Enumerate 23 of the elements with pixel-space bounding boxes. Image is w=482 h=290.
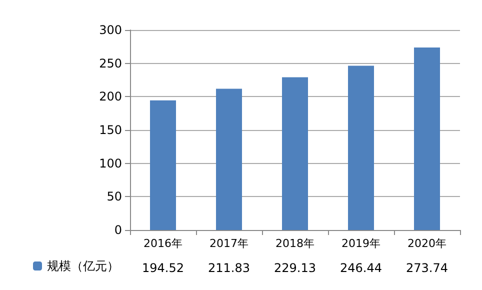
- y-tick-label: 150: [99, 123, 122, 137]
- bar: [216, 88, 242, 230]
- bar: [282, 77, 308, 230]
- y-tick-label: 300: [99, 23, 122, 37]
- y-tick-label: 0: [114, 223, 122, 237]
- data-label: 246.44: [340, 261, 382, 275]
- y-tick-label: 200: [99, 90, 122, 104]
- data-label: 211.83: [208, 261, 250, 275]
- data-label: 273.74: [406, 261, 448, 275]
- data-label: 194.52: [142, 261, 184, 275]
- legend-label: 规模（亿元）: [47, 259, 119, 273]
- y-tick-label: 250: [99, 56, 122, 70]
- y-tick-label: 50: [106, 190, 122, 204]
- y-tick-label: 100: [99, 156, 122, 170]
- x-tick-label: 2017年: [210, 237, 248, 250]
- bar: [348, 66, 374, 230]
- bar: [150, 100, 176, 230]
- bar: [414, 48, 440, 230]
- x-tick-label: 2018年: [276, 237, 314, 250]
- x-tick-label: 2016年: [144, 237, 182, 250]
- x-tick-label: 2019年: [342, 237, 380, 250]
- data-label: 229.13: [274, 261, 316, 275]
- x-tick-label: 2020年: [408, 237, 446, 250]
